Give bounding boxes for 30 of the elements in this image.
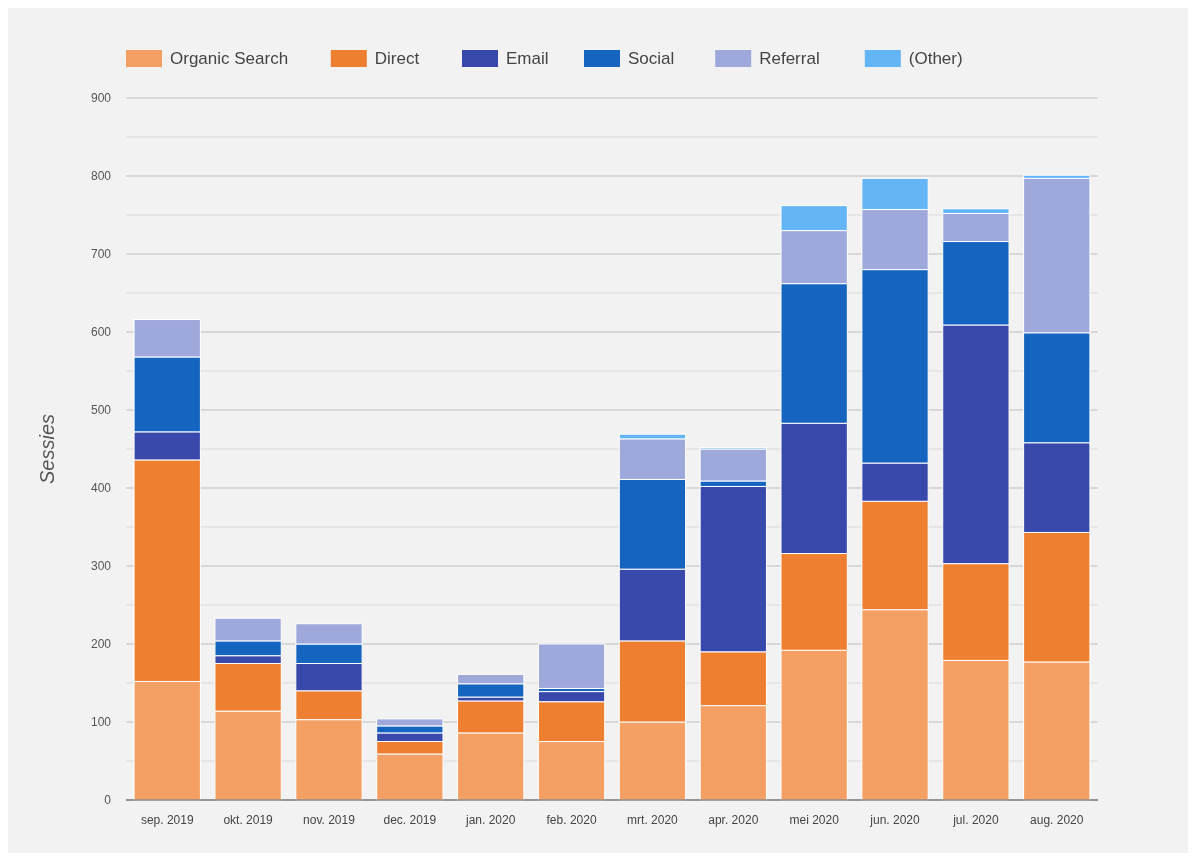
y-tick-label: 100 — [90, 715, 112, 730]
x-tick-label: jun. 2020 — [869, 813, 921, 827]
x-tick-label: sep. 2019 — [140, 813, 194, 827]
x-tick-label: feb. 2020 — [546, 813, 597, 827]
x-tick-label: jan. 2020 — [465, 813, 516, 827]
y-tick-label: 900 — [90, 91, 112, 106]
x-tick-label: dec. 2019 — [383, 813, 437, 827]
y-axis-title: Sessies — [36, 413, 58, 485]
x-tick-label: aug. 2020 — [1030, 813, 1084, 827]
y-tick-label: 600 — [90, 325, 112, 340]
x-tick-label: nov. 2019 — [303, 813, 356, 827]
x-tick-label: mrt. 2020 — [627, 813, 679, 827]
bar — [537, 643, 606, 689]
y-tick-label: 700 — [90, 247, 112, 262]
legend-label: Referral — [759, 49, 820, 68]
y-tick-label: 400 — [90, 481, 112, 496]
x-tick-label: okt. 2019 — [223, 813, 274, 827]
legend-label: Email — [506, 49, 549, 68]
y-tick-label: 200 — [90, 637, 112, 652]
y-tick-label: 500 — [90, 403, 112, 418]
legend-label: (Other) — [908, 49, 963, 68]
y-tick-label: 0 — [104, 793, 112, 808]
legend-label: Organic Search — [170, 49, 289, 68]
x-tick-label: apr. 2020 — [708, 813, 759, 827]
x-tick-label: jul. 2020 — [952, 813, 999, 827]
y-tick-label: 300 — [90, 559, 112, 574]
x-tick-label: mei 2020 — [789, 813, 840, 827]
legend-label: Direct — [374, 49, 420, 68]
legend-label: Social — [628, 49, 675, 68]
y-tick-label: 800 — [90, 169, 112, 184]
